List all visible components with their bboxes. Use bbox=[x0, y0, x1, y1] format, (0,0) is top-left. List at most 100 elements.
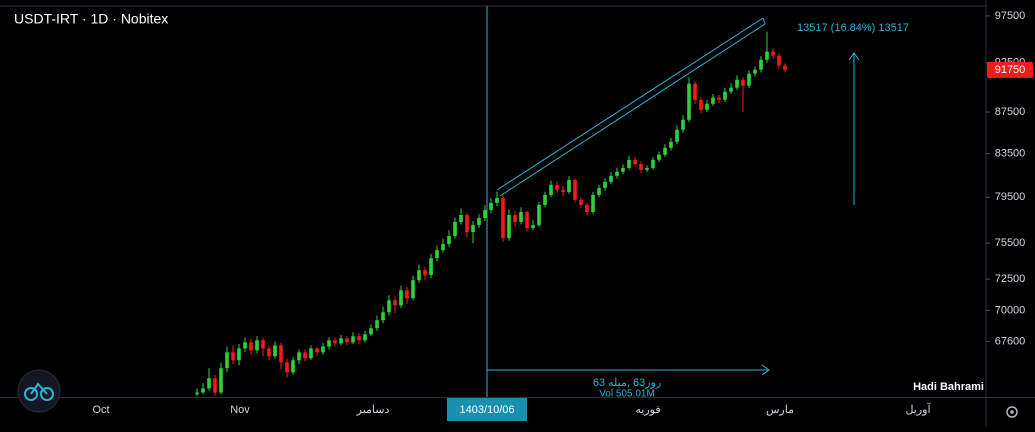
candle-body bbox=[285, 362, 289, 373]
candle-body bbox=[237, 348, 241, 361]
candle-body bbox=[603, 181, 607, 188]
measure-label: 13517 (16.84%) 13517 bbox=[797, 22, 909, 34]
candle-body bbox=[705, 103, 709, 110]
candle-body bbox=[453, 221, 457, 237]
candle-body bbox=[519, 212, 523, 222]
candle-body bbox=[549, 184, 553, 195]
candle-body bbox=[471, 225, 475, 233]
candle-body bbox=[225, 352, 229, 369]
candle-body bbox=[633, 159, 637, 164]
candle-body bbox=[309, 348, 313, 359]
candle-body bbox=[591, 194, 595, 213]
candle-body bbox=[333, 340, 337, 344]
x-tick-label: Nov bbox=[230, 404, 250, 416]
candle-body bbox=[483, 209, 487, 218]
y-tick-label: 97500 bbox=[995, 10, 1026, 22]
candle-body bbox=[693, 83, 697, 100]
logo bbox=[17, 369, 61, 413]
channel-line bbox=[499, 23, 766, 197]
highlight-badge bbox=[447, 398, 527, 421]
candle-body bbox=[435, 250, 439, 259]
candle-body bbox=[669, 141, 673, 148]
candle-body bbox=[711, 97, 715, 104]
y-tick-label: 87500 bbox=[995, 106, 1026, 118]
author: Hadi Bahrami bbox=[913, 381, 984, 393]
candle-body bbox=[657, 154, 661, 160]
candle-body bbox=[459, 214, 463, 222]
candle-body bbox=[429, 258, 433, 276]
candle-body bbox=[717, 97, 721, 100]
candle-body bbox=[597, 187, 601, 195]
y-tick-label: 67600 bbox=[995, 335, 1026, 347]
candle-body bbox=[207, 378, 211, 389]
candle-body bbox=[339, 338, 343, 344]
candle-body bbox=[507, 214, 511, 239]
candle-body bbox=[513, 214, 517, 222]
y-tick-label: 72500 bbox=[995, 273, 1026, 285]
y-tick-label: 79500 bbox=[995, 191, 1026, 203]
candle-body bbox=[639, 163, 643, 170]
y-tick-label: 75500 bbox=[995, 237, 1026, 249]
y-tick-label: 70000 bbox=[995, 304, 1026, 316]
candle-body bbox=[543, 194, 547, 205]
volume-label: Vol 505.01M bbox=[599, 389, 655, 400]
candle-body bbox=[243, 342, 247, 349]
candle-body bbox=[195, 392, 199, 395]
candle-body bbox=[783, 65, 787, 70]
candle-body bbox=[411, 280, 415, 299]
candle-body bbox=[771, 51, 775, 56]
candle-body bbox=[291, 360, 295, 373]
candle-body bbox=[387, 300, 391, 313]
candle-body bbox=[423, 270, 427, 276]
candle-body bbox=[699, 99, 703, 110]
candle-body bbox=[315, 348, 319, 353]
candle-body bbox=[465, 214, 469, 233]
candle-body bbox=[765, 51, 769, 60]
candle-body bbox=[645, 167, 649, 170]
y-tick-label: 83500 bbox=[995, 148, 1026, 160]
channel-line bbox=[496, 17, 764, 191]
candle-body bbox=[585, 204, 589, 213]
x-tick-label: دسامبر bbox=[356, 404, 390, 416]
candle-body bbox=[363, 334, 367, 341]
candle-body bbox=[369, 328, 373, 335]
measure-arrow-head bbox=[848, 52, 860, 61]
candle-body bbox=[759, 59, 763, 70]
candle-body bbox=[555, 184, 559, 190]
candle-body bbox=[393, 300, 397, 306]
range-arrow-head bbox=[761, 364, 770, 376]
candle-body bbox=[651, 159, 655, 168]
settings-button[interactable] bbox=[1006, 406, 1018, 418]
candle-body bbox=[567, 179, 571, 192]
candle-body bbox=[357, 336, 361, 341]
candle-body bbox=[579, 199, 583, 205]
candle-body bbox=[777, 55, 781, 66]
chart-title: USDT-IRT · 1D · Nobitex bbox=[14, 11, 168, 27]
candle-body bbox=[663, 147, 667, 155]
candle-body bbox=[213, 378, 217, 393]
candle-body bbox=[321, 346, 325, 353]
candle-body bbox=[681, 119, 685, 130]
candle-body bbox=[489, 202, 493, 210]
candle-body bbox=[327, 340, 331, 347]
candle-body bbox=[261, 340, 265, 349]
candle-body bbox=[525, 212, 529, 229]
candle-body bbox=[297, 352, 301, 361]
candle-body bbox=[687, 83, 691, 120]
candle-body bbox=[723, 91, 727, 100]
candle-body bbox=[351, 336, 355, 343]
candle-body bbox=[303, 352, 307, 359]
candles bbox=[195, 31, 787, 397]
candle-body bbox=[537, 204, 541, 226]
candle-body bbox=[735, 79, 739, 88]
candle-body bbox=[441, 244, 445, 251]
candle-body bbox=[405, 290, 409, 299]
candle-body bbox=[273, 345, 277, 357]
candle-body bbox=[741, 79, 745, 86]
x-tick-label: فوریه bbox=[635, 404, 660, 416]
candle-body bbox=[573, 179, 577, 200]
candle-body bbox=[495, 197, 499, 203]
candle-body bbox=[345, 338, 349, 343]
candle-body bbox=[609, 175, 613, 182]
